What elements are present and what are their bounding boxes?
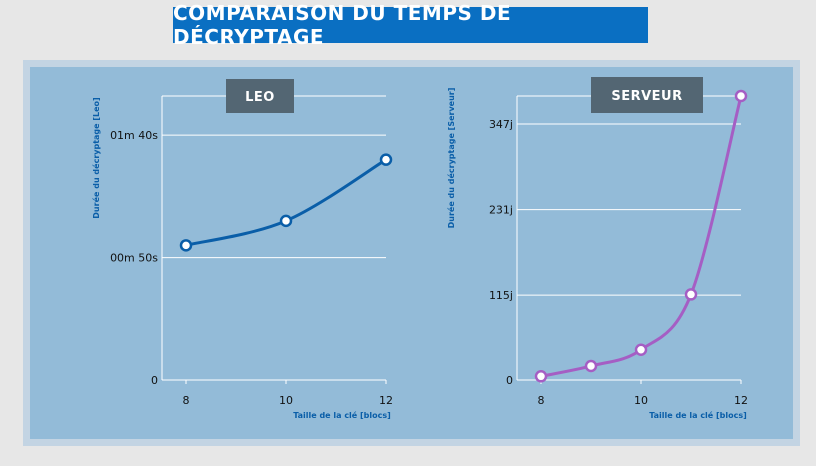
leo-x-tick-label: 8 xyxy=(183,394,190,407)
serveur-y-tick-label: 0 xyxy=(506,374,513,387)
serveur-data-point xyxy=(684,288,698,301)
serveur-data-point xyxy=(734,89,748,103)
leo-title-box xyxy=(226,79,294,113)
serveur-x-tick-label: 8 xyxy=(538,394,545,407)
leo-x-axis-label: Taille de la clé [blocs] xyxy=(293,410,391,420)
serveur-y-tick-label: 115j xyxy=(489,289,513,302)
serveur-series-line xyxy=(539,94,743,378)
serveur-x-tick-label: 12 xyxy=(734,394,748,407)
leo-series-line xyxy=(184,158,388,247)
serveur-y-tick-label: 347j xyxy=(489,118,513,131)
leo-y-tick-label: 01m 40s xyxy=(110,129,158,142)
chart-panel xyxy=(30,67,793,439)
leo-chart: 0 00m 50s 01m 40s 8 10 12 Taille de la clé [bl… xyxy=(91,79,393,420)
serveur-x-axis-label: Taille de la clé [blocs] xyxy=(649,410,747,420)
leo-y-axis-label: Durée du décryptage [Leo] xyxy=(91,97,101,218)
leo-data-point xyxy=(279,214,293,228)
serveur-data-point xyxy=(584,359,598,373)
serveur-y-tick-label: 231j xyxy=(489,204,513,217)
leo-y-tick-label: 00m 50s xyxy=(110,252,158,265)
serveur-chart-title: SERVEUR xyxy=(611,89,682,104)
leo-data-point xyxy=(379,153,393,166)
leo-x-tick-label: 10 xyxy=(279,394,293,407)
leo-x-tick-label: 12 xyxy=(379,394,393,407)
serveur-data-point xyxy=(634,343,648,357)
leo-y-tick-label: 0 xyxy=(151,374,158,387)
leo-data-point xyxy=(179,239,193,252)
serveur-x-tick-label: 10 xyxy=(634,394,648,407)
leo-chart-title: LEO xyxy=(245,90,275,105)
serveur-data-point xyxy=(534,370,548,383)
serveur-chart: 0 115j 231j 347j 8 10 12 Taille de la clé [bloc… xyxy=(446,77,748,420)
serveur-y-axis-label: Durée du décryptage [Serveur] xyxy=(446,88,456,229)
serveur-title-box xyxy=(591,77,703,113)
